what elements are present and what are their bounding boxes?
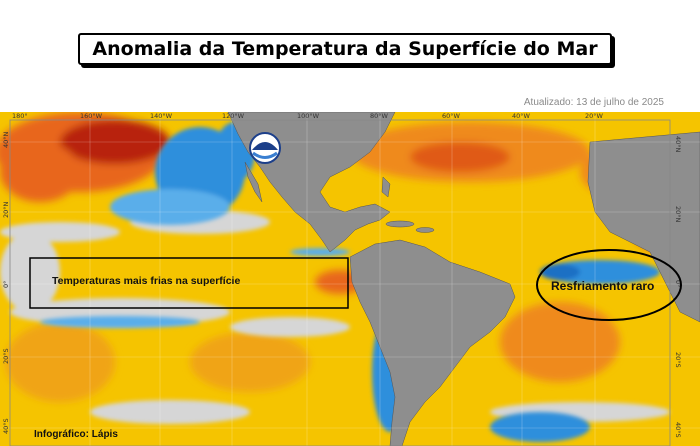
- map-canvas: 180° 160°W 140°W 120°W 100°W 80°W 60°W 4…: [0, 112, 700, 446]
- lat-label: 20°N: [2, 201, 10, 218]
- lat-label: 20°S: [674, 352, 682, 368]
- lon-label: 160°W: [80, 112, 103, 120]
- lat-label: 0°: [2, 281, 10, 288]
- atlantic-annotation-label: Resfriamento raro: [551, 279, 655, 293]
- lat-label: 20°S: [2, 348, 10, 364]
- lat-label: 40°S: [2, 418, 10, 434]
- latitude-labels-right: 40°N 20°N 0° 20°S 40°S: [674, 136, 682, 438]
- lat-label: 40°N: [2, 131, 10, 148]
- atlantic-annotation-ellipse: [536, 249, 682, 321]
- lon-label: 20°W: [585, 112, 604, 120]
- credit-text: Infográfico: Lápis: [34, 429, 118, 440]
- lon-label: 40°W: [512, 112, 531, 120]
- sst-anomaly-map: 180° 160°W 140°W 120°W 100°W 80°W 60°W 4…: [0, 112, 700, 446]
- lon-label: 120°W: [222, 112, 245, 120]
- updated-date: Atualizado: 13 de julho de 2025: [523, 97, 664, 108]
- pacific-annotation-box: [29, 257, 349, 309]
- lat-label: 40°N: [674, 136, 682, 153]
- graticule: [0, 112, 700, 446]
- south-america: [349, 239, 516, 446]
- latitude-labels-left: 40°N 20°N 0° 20°S 40°S: [2, 131, 10, 434]
- africa: [587, 131, 700, 323]
- longitude-labels: 180° 160°W 140°W 120°W 100°W 80°W 60°W 4…: [12, 112, 604, 120]
- lon-label: 80°W: [370, 112, 389, 120]
- title-box: Anomalia da Temperatura da Superfície do…: [78, 33, 612, 65]
- lon-label: 180°: [12, 112, 28, 120]
- pacific-annotation-label: Temperaturas mais frias na superfície: [52, 275, 241, 287]
- lat-label: 20°N: [674, 206, 682, 223]
- lon-label: 100°W: [297, 112, 320, 120]
- lon-label: 60°W: [442, 112, 461, 120]
- page-title: Anomalia da Temperatura da Superfície do…: [92, 38, 598, 60]
- lon-label: 140°W: [150, 112, 173, 120]
- lat-label: 0°: [674, 280, 682, 287]
- lat-label: 40°S: [674, 422, 682, 438]
- noaa-logo-icon: [249, 132, 281, 164]
- map-frame: [9, 119, 671, 446]
